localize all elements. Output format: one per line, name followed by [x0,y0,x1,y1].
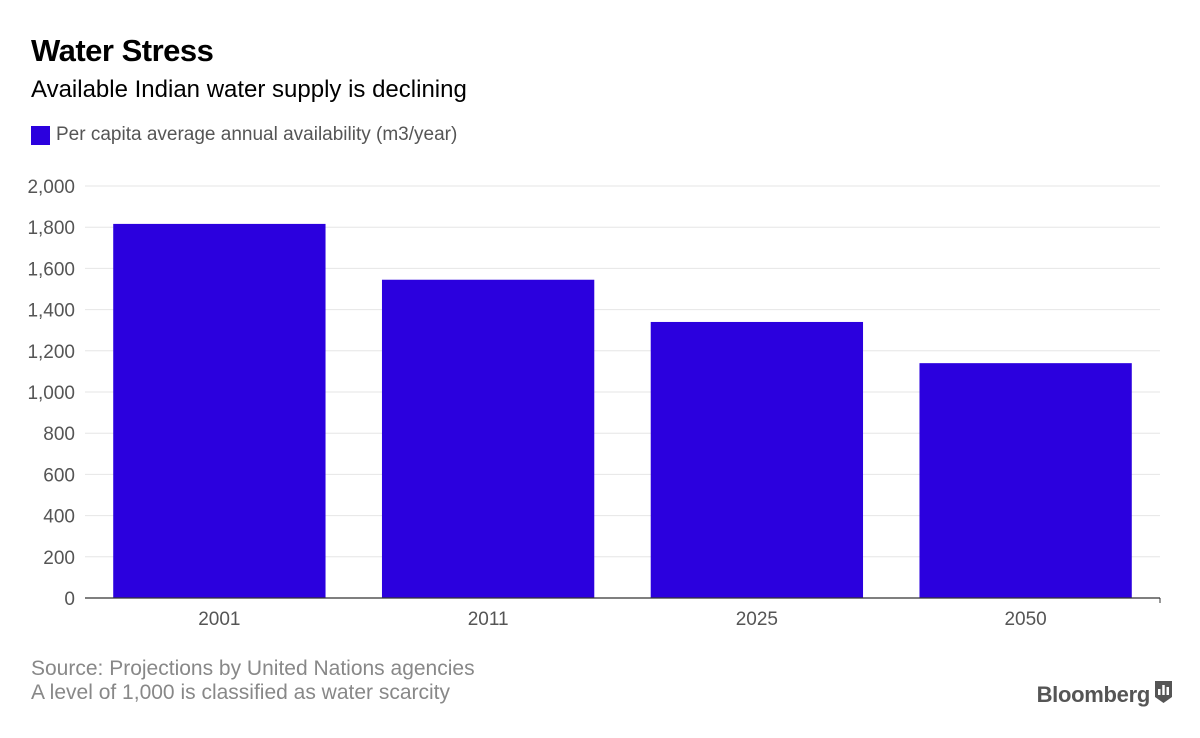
y-tick-label: 800 [43,424,75,445]
bar [113,223,326,599]
y-tick-label: 1,400 [27,301,75,322]
brand-name: Bloomberg [1036,682,1151,707]
bar [919,363,1132,598]
x-tick-label: 2025 [736,609,778,630]
source-note: Source: Projections by United Nations ag… [31,657,475,680]
scarcity-note: A level of 1,000 is classified as water … [31,681,451,704]
x-tick-label: 2050 [1004,609,1046,630]
brand: Bloomberg [1037,681,1172,709]
y-tick-label: 2,000 [27,177,75,198]
y-tick-label: 1,800 [27,218,75,239]
legend: Per capita average annual availability (… [31,124,457,146]
footer: Source: Projections by United Nations ag… [31,657,475,705]
y-tick-label: 1,000 [27,383,75,404]
y-tick-label: 1,200 [27,342,75,363]
y-tick-label: 1,600 [27,259,75,280]
bar [381,279,595,598]
y-tick-label: 200 [43,548,75,569]
legend-label: Per capita average annual availability (… [56,124,458,145]
legend-swatch [31,125,50,145]
y-tick-label: 400 [43,507,75,528]
y-tick-label: 0 [64,589,75,610]
chart-subtitle: Available Indian water supply is declini… [31,76,467,103]
x-tick-label: 2011 [468,609,509,630]
y-tick-label: 600 [43,465,75,486]
bloomberg-chart-icon [1155,681,1172,709]
x-tick-label: 2001 [198,609,240,630]
chart-title: Water Stress [31,33,214,68]
bar [650,321,864,598]
